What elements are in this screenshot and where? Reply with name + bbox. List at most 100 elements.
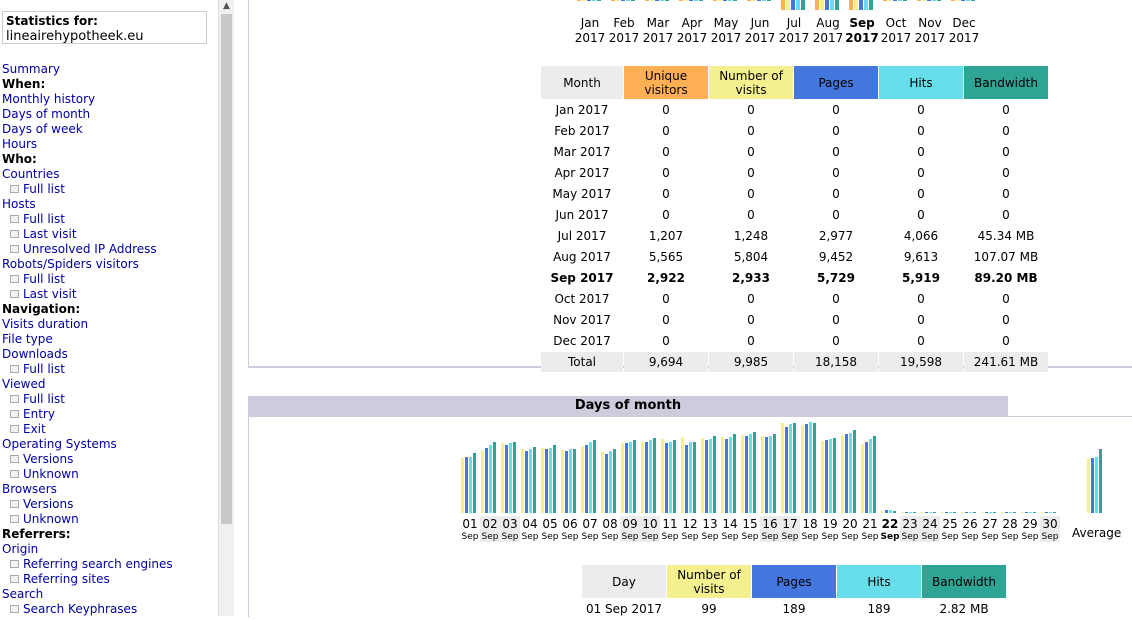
sidebar-subitem[interactable]: Full list — [2, 182, 173, 197]
month-year: 2017 — [778, 31, 810, 45]
list-icon — [10, 409, 19, 418]
cell: 0 — [662, 187, 670, 201]
month-bar — [917, 0, 921, 1]
sidebar-subitem[interactable]: Unknown — [2, 467, 173, 482]
cell: 241.61 MB — [964, 352, 1048, 372]
sidebar-subitem[interactable]: Unresolved IP Address — [2, 242, 173, 257]
day-month: Sep — [821, 532, 839, 542]
cell: 9,613 — [903, 250, 939, 264]
month-bar — [922, 0, 926, 1]
month-bar — [650, 0, 654, 1]
sidebar-item[interactable]: Visits duration — [2, 317, 89, 331]
day-bar — [561, 450, 564, 513]
sidebar-item[interactable]: Days of month — [2, 107, 91, 121]
month-bar — [660, 0, 664, 1]
sidebar-subitem[interactable]: Last visit — [2, 287, 173, 302]
monthly-table: Month Unique visitors Number of visits P… — [540, 65, 1049, 373]
cell: 0 — [832, 292, 840, 306]
sidebar-item[interactable]: Countries — [2, 167, 60, 181]
month-bar — [888, 0, 892, 1]
cell: 0 — [832, 187, 840, 201]
day-number: 03 — [502, 517, 518, 531]
sidebar-item[interactable]: Search — [2, 587, 44, 601]
total-row: Total 9,694 9,985 18,158 19,598 241.61 MB — [541, 352, 1048, 372]
cell: 0 — [662, 208, 670, 222]
sidebar-subitem[interactable]: Search Keyphrases — [2, 602, 173, 616]
cell: 2.82 MB — [939, 602, 989, 616]
day-month: Sep — [661, 532, 679, 542]
sidebar-item[interactable]: Viewed — [2, 377, 46, 391]
sidebar-subitem[interactable]: Versions — [2, 497, 173, 512]
sidebar-section-heading: Navigation: — [2, 302, 81, 316]
sidebar-item[interactable]: Downloads — [2, 347, 68, 361]
cell: 9,452 — [818, 250, 854, 264]
day-month: Sep — [601, 532, 619, 542]
day-tick-label: 15 Sep — [740, 516, 760, 542]
month-bar — [747, 0, 751, 1]
sidebar-subitem[interactable]: Exit — [2, 422, 173, 437]
sidebar-subitem[interactable]: Full list — [2, 272, 173, 287]
sidebar-subitem[interactable]: Referring sites — [2, 572, 173, 587]
cell: 0 — [917, 334, 925, 348]
sidebar-subitem[interactable]: Full list — [2, 392, 173, 407]
day-bar — [813, 423, 816, 513]
day-tick-label: 21 Sep — [860, 516, 880, 542]
day-bar — [941, 512, 944, 513]
day-bar — [913, 512, 916, 513]
sidebar-item[interactable]: Browsers — [2, 482, 57, 496]
day-bar — [605, 454, 608, 513]
list-icon — [10, 424, 19, 433]
day-month: Sep — [521, 532, 539, 542]
cell: 0 — [832, 124, 840, 138]
day-number: 29 — [1022, 517, 1038, 531]
sidebar-subitem[interactable]: Last visit — [2, 227, 173, 242]
sidebar-item[interactable]: Robots/Spiders visitors — [2, 257, 139, 271]
sidebar-item[interactable]: Origin — [2, 542, 39, 556]
sidebar-subitem[interactable]: Full list — [2, 362, 173, 377]
col-day: Day — [582, 565, 666, 598]
day-bar — [649, 440, 652, 513]
cell: 01 Sep 2017 — [585, 602, 663, 616]
scroll-up-icon[interactable]: ▲ — [223, 1, 230, 11]
day-bar — [981, 512, 984, 513]
day-month: Sep — [581, 532, 599, 542]
sidebar-item-label: Full list — [23, 272, 65, 286]
month-name: Feb — [613, 16, 635, 30]
cell: 0 — [747, 187, 755, 201]
sidebar-item-label: Unknown — [23, 512, 79, 526]
day-number: 11 — [662, 517, 678, 531]
month-bar — [684, 0, 688, 1]
month-tick-label: Aug 2017 — [811, 16, 845, 46]
stats-for-box: Statistics for: lineairehypotheek.eu — [2, 11, 207, 44]
day-tick-label: 07 Sep — [580, 516, 600, 542]
sidebar-subitem[interactable]: Entry — [2, 407, 173, 422]
sidebar-subitem[interactable]: Versions — [2, 452, 173, 467]
sidebar-item[interactable]: Hosts — [2, 197, 36, 211]
sidebar-item[interactable]: File type — [2, 332, 53, 346]
days-of-month-title: Days of month — [248, 396, 1008, 416]
cell: 0 — [1002, 103, 1010, 117]
sidebar-subitem[interactable]: Full list — [2, 212, 173, 227]
scrollbar-thumb[interactable] — [221, 14, 232, 524]
sidebar-item[interactable]: Hours — [2, 137, 38, 151]
sidebar-item[interactable]: Summary — [2, 62, 60, 76]
day-bar — [921, 512, 924, 513]
sidebar-item[interactable]: Operating Systems — [2, 437, 117, 451]
day-tick-label: 12 Sep — [680, 516, 700, 542]
day-bar — [641, 442, 644, 513]
day-bar — [989, 512, 992, 513]
day-number: 20 — [842, 517, 858, 531]
cell: 9,985 — [709, 352, 793, 372]
table-row: Sep 2017 2,922 2,933 5,729 5,919 89.20 MB — [541, 268, 1048, 288]
sidebar-subitem[interactable]: Referring search engines — [2, 557, 173, 572]
day-bar — [585, 445, 588, 513]
sidebar-item[interactable]: Days of week — [2, 122, 83, 136]
day-bar — [785, 427, 788, 513]
sidebar-scrollbar[interactable]: ▲ — [218, 0, 234, 616]
sidebar-subitem[interactable]: Unknown — [2, 512, 173, 527]
day-number: 23 — [902, 517, 918, 531]
cell: 0 — [832, 145, 840, 159]
cell: 1,248 — [733, 229, 769, 243]
sidebar-item[interactable]: Monthly history — [2, 92, 96, 106]
day-bar — [973, 512, 976, 513]
